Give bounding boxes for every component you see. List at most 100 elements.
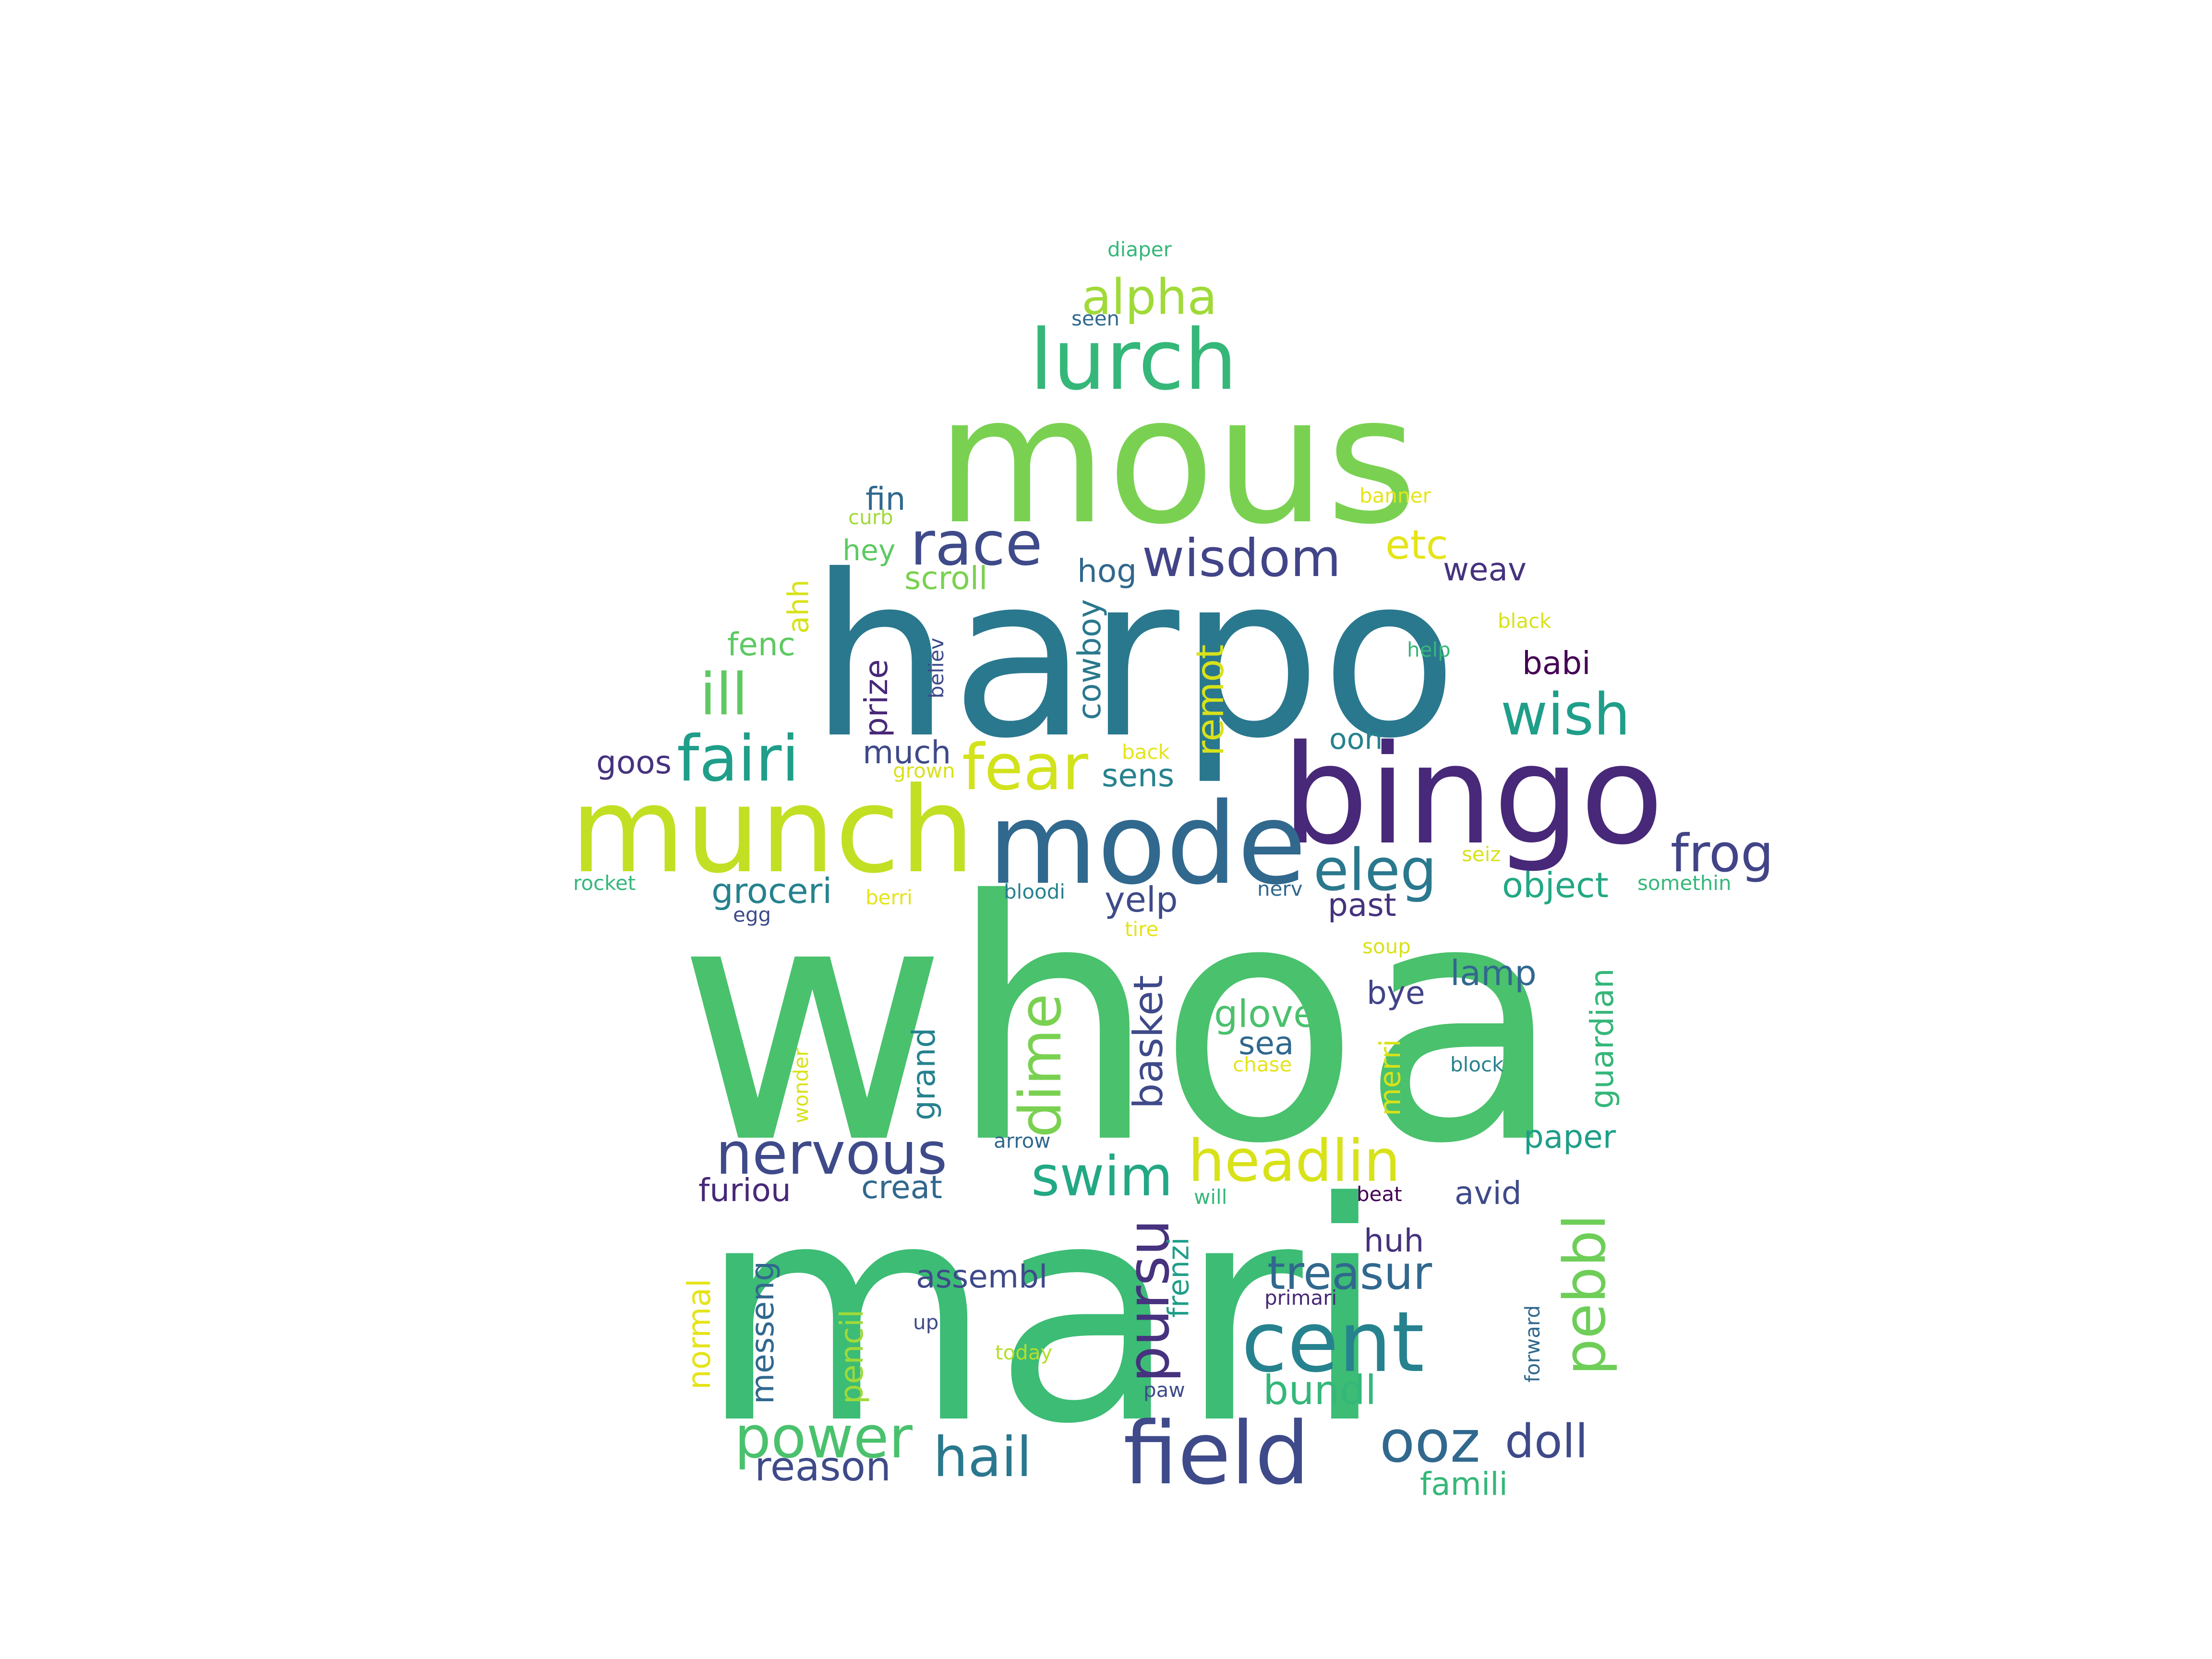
word-bundl: bundl — [1263, 1367, 1376, 1414]
word-guardian: guardian — [1584, 968, 1621, 1109]
word-ooh: ooh — [1329, 722, 1382, 756]
word-furiou: furiou — [698, 1172, 791, 1209]
word-sea: sea — [1238, 1025, 1294, 1062]
word-pursu: pursu — [1116, 1219, 1182, 1382]
word-normal: normal — [681, 1279, 718, 1390]
word-object: object — [1502, 865, 1609, 905]
word-ahh: ahh — [782, 579, 816, 634]
word-back: back — [1122, 740, 1170, 764]
word-famili: famili — [1420, 1466, 1508, 1503]
word-fin: fin — [866, 481, 905, 517]
word-hog: hog — [1077, 553, 1137, 589]
word-merri: merri — [1374, 1039, 1407, 1116]
word-paper: paper — [1524, 1118, 1616, 1155]
word-groceri: groceri — [711, 871, 832, 911]
word-curb: curb — [848, 505, 893, 529]
word-cowboy: cowboy — [1071, 599, 1108, 720]
word-basket: basket — [1125, 975, 1172, 1109]
word-huh: huh — [1364, 1222, 1424, 1259]
word-remot: remot — [1189, 644, 1232, 756]
word-dime: dime — [1008, 994, 1074, 1138]
word-past: past — [1328, 887, 1396, 924]
word-eleg: eleg — [1313, 837, 1437, 904]
word-assembl: assembl — [916, 1258, 1047, 1295]
word-will: will — [1194, 1185, 1227, 1209]
word-cent: cent — [1241, 1294, 1424, 1391]
word-block: block — [1450, 1053, 1504, 1076]
word-bloodi: bloodi — [1004, 880, 1065, 903]
word-mari: mari — [698, 1138, 1387, 1490]
word-diaper: diaper — [1107, 238, 1172, 261]
word-lurch: lurch — [1030, 312, 1237, 409]
word-goos: goos — [596, 744, 672, 781]
word-black: black — [1498, 609, 1551, 633]
word-egg: egg — [733, 903, 771, 926]
word-babi: babi — [1522, 645, 1591, 682]
word-yelp: yelp — [1105, 879, 1178, 920]
word-fear: fear — [962, 731, 1089, 805]
word-whoa: whoa — [677, 830, 1563, 1216]
word-pencil: pencil — [833, 1310, 870, 1404]
word-mous: mous — [936, 359, 1418, 563]
word-much: much — [863, 734, 951, 771]
word-chase: chase — [1233, 1053, 1292, 1076]
word-reason: reason — [755, 1443, 891, 1490]
word-paw: paw — [1143, 1378, 1185, 1402]
word-frenzi: frenzi — [1162, 1237, 1196, 1318]
word-wonder: wonder — [789, 1048, 813, 1123]
word-alpha: alpha — [1082, 269, 1217, 326]
word-pebbl: pebbl — [1552, 1214, 1619, 1375]
word-seen: seen — [1071, 307, 1119, 330]
word-frog: frog — [1671, 824, 1774, 884]
word-nerv: nerv — [1257, 877, 1303, 901]
word-bye: bye — [1367, 974, 1425, 1011]
word-banner: banner — [1359, 484, 1431, 507]
word-fenc: fenc — [727, 626, 795, 663]
word-prize: prize — [858, 659, 895, 737]
word-race: race — [910, 508, 1043, 579]
word-glove: glove — [1214, 993, 1316, 1036]
word-primari: primari — [1264, 1286, 1337, 1310]
word-field: field — [1123, 1404, 1310, 1504]
word-harpo: harpo — [809, 527, 1458, 787]
word-fairi: fairi — [677, 722, 799, 796]
word-beat: beat — [1357, 1182, 1402, 1206]
word-grown: grown — [893, 759, 955, 782]
word-tire: tire — [1125, 917, 1158, 941]
word-mode: mode — [988, 779, 1307, 910]
word-believ: believ — [925, 637, 948, 698]
word-power: power — [734, 1405, 913, 1471]
word-headlin: headlin — [1188, 1128, 1400, 1195]
word-wish: wish — [1501, 682, 1630, 748]
word-avid: avid — [1455, 1175, 1522, 1212]
word-arrow: arrow — [994, 1129, 1051, 1153]
word-up: up — [913, 1310, 938, 1334]
word-soup: soup — [1362, 935, 1411, 958]
word-seiz: seiz — [1462, 842, 1501, 866]
word-rocket: rocket — [573, 871, 636, 895]
word-munch: munch — [570, 762, 975, 900]
word-help: help — [1407, 638, 1451, 661]
word-today: today — [995, 1341, 1052, 1364]
word-nervous: nervous — [716, 1121, 947, 1188]
word-lamp: lamp — [1450, 953, 1537, 993]
word-treasur: treasur — [1267, 1246, 1432, 1300]
word-somethin: somethin — [1637, 871, 1731, 895]
word-etc: etc — [1385, 521, 1448, 568]
word-ill: ill — [700, 661, 748, 728]
word-grand: grand — [905, 1028, 942, 1120]
word-scroll: scroll — [904, 560, 987, 597]
word-weav: weav — [1443, 551, 1527, 588]
word-forward: forward — [1521, 1305, 1544, 1382]
word-creat: creat — [861, 1169, 942, 1206]
word-swim: swim — [1031, 1144, 1173, 1208]
word-messeng: messeng — [744, 1261, 781, 1404]
word-hey: hey — [842, 534, 895, 567]
word-ooz: ooz — [1380, 1409, 1480, 1476]
word-bingo: bingo — [1282, 716, 1664, 875]
word-hail: hail — [933, 1425, 1032, 1489]
